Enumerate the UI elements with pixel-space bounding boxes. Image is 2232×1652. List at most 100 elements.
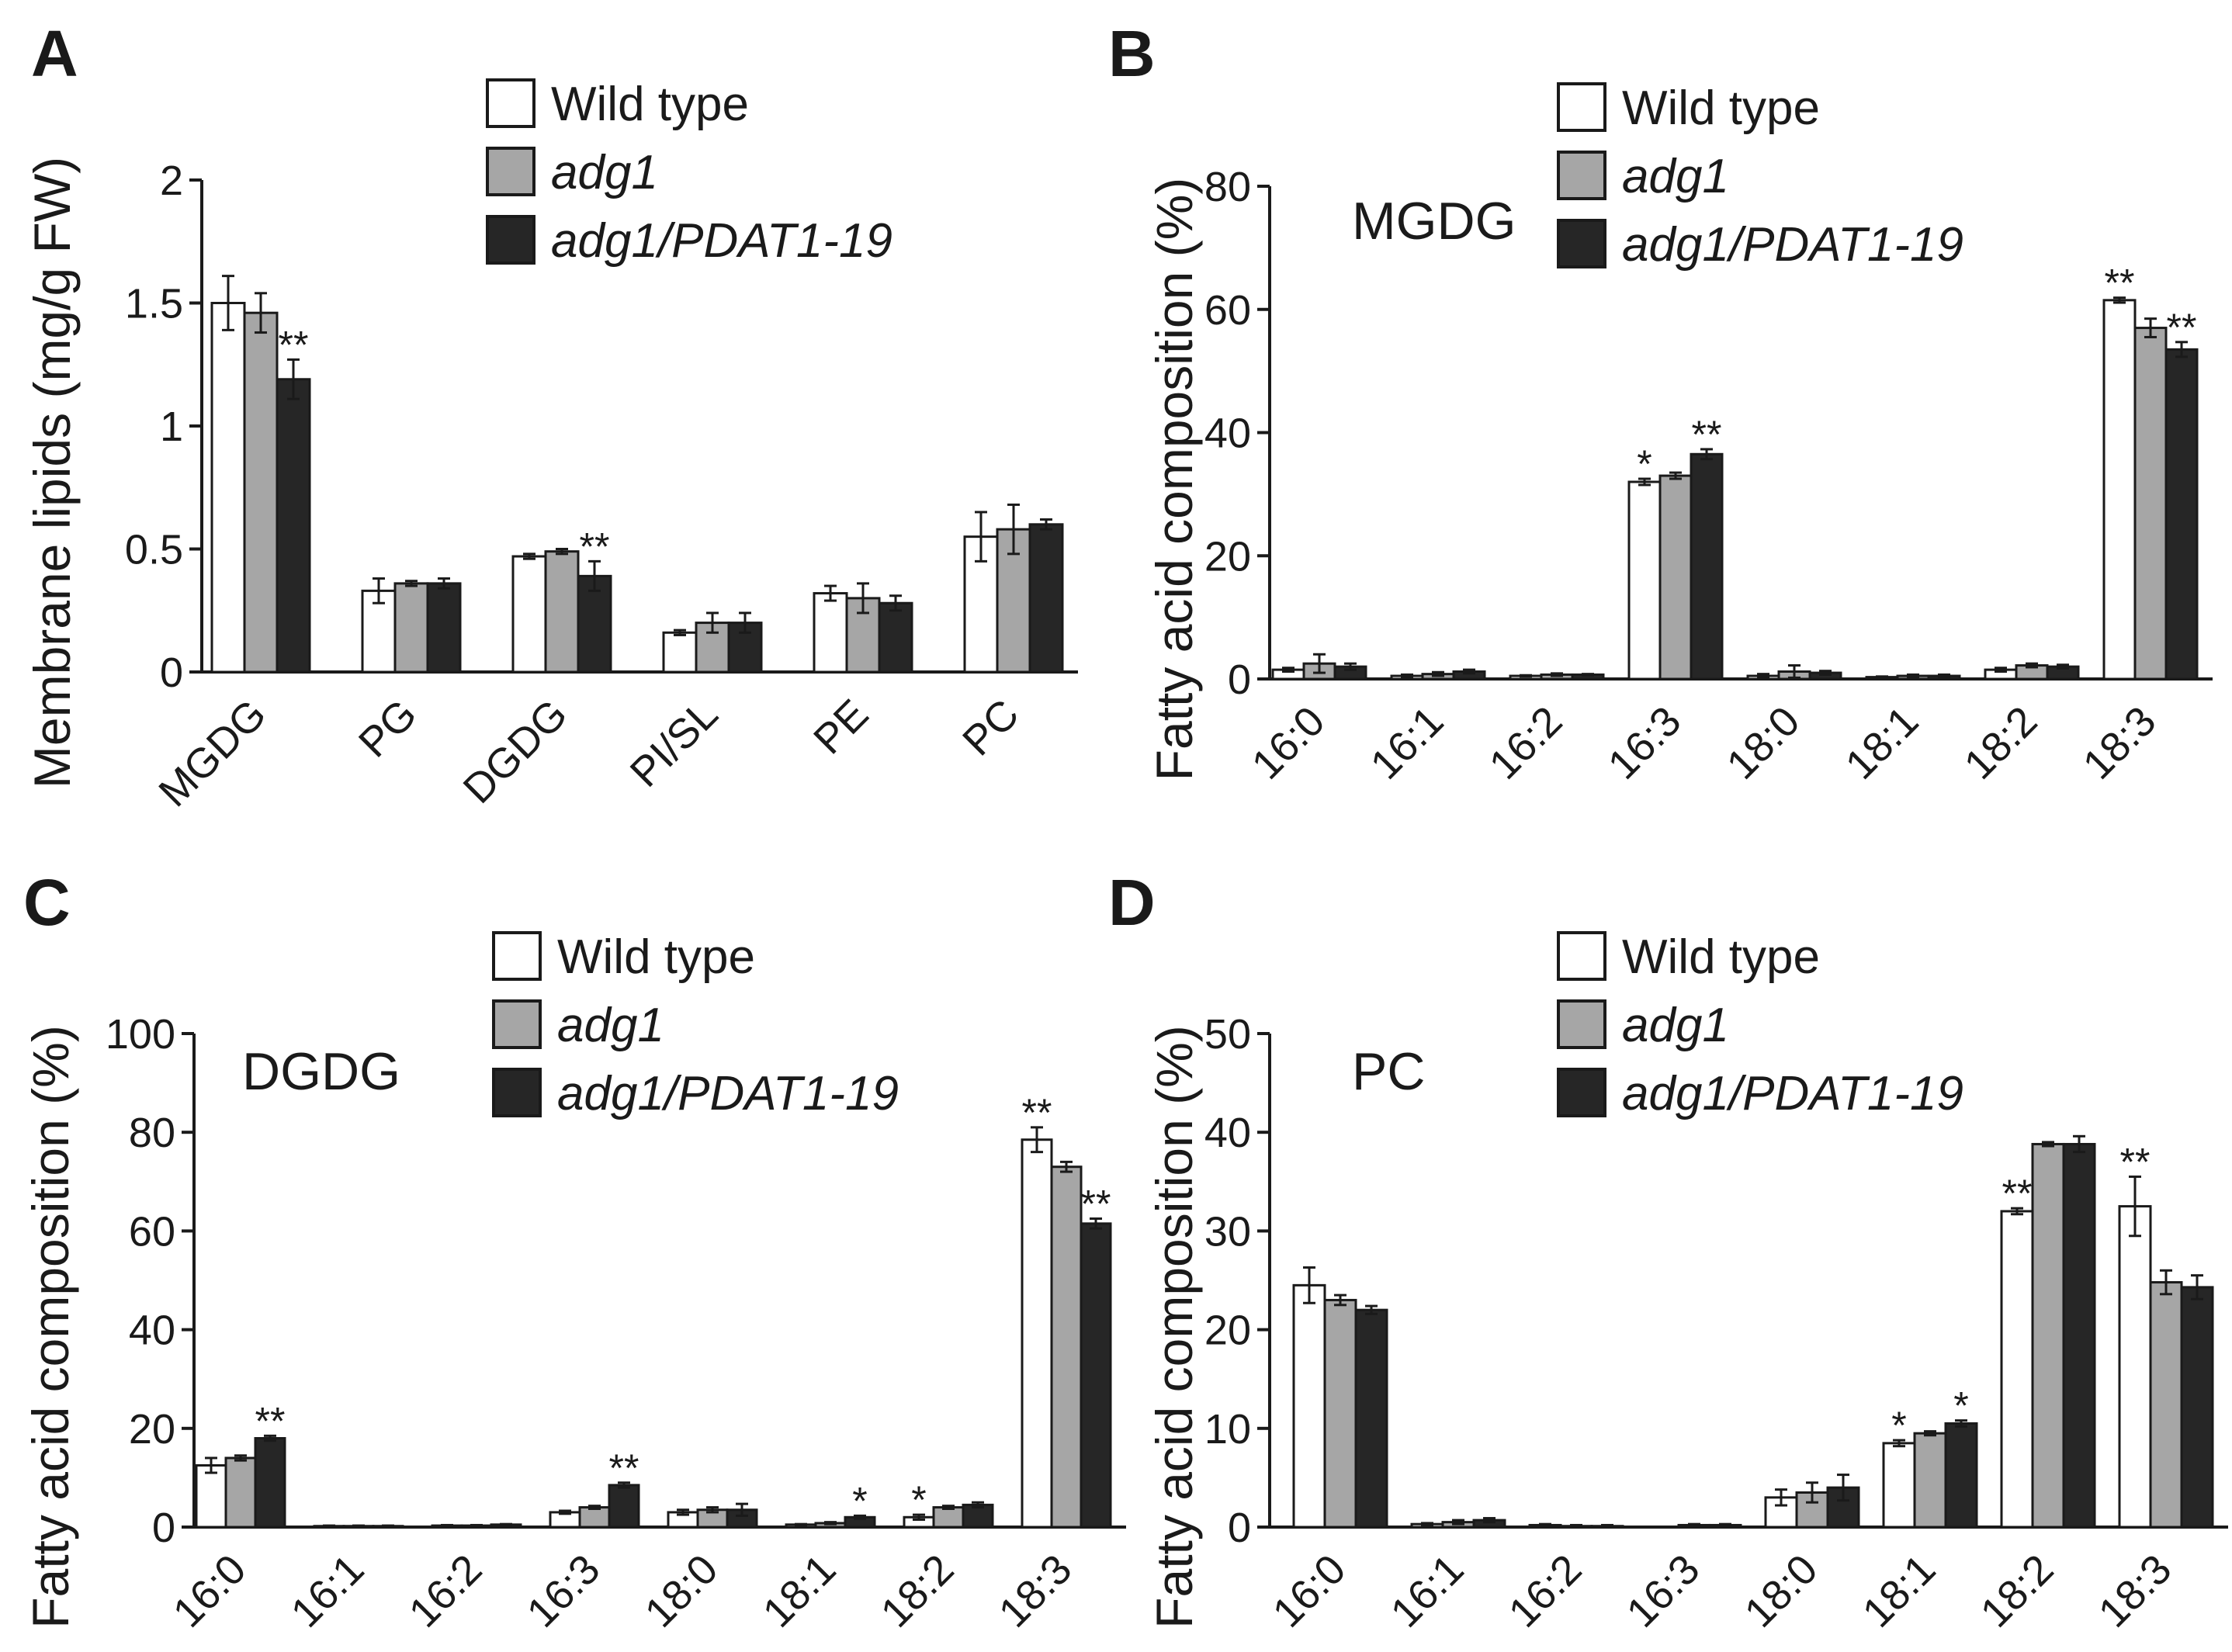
y-tick-label: 1.5 <box>125 281 183 327</box>
y-tick-label: 0 <box>152 1505 175 1551</box>
bar <box>1690 452 1724 681</box>
bar <box>544 550 580 674</box>
significance-marker: ** <box>580 525 610 568</box>
legend-label: Wild type <box>551 78 749 131</box>
significance-marker: ** <box>1692 413 1722 456</box>
bar <box>1028 523 1064 674</box>
bar <box>577 574 612 674</box>
legend-swatch <box>1557 1068 1606 1117</box>
bar <box>276 378 311 674</box>
legend-label: adg1/PDAT1-19 <box>1622 218 1963 272</box>
inset-title: DGDG <box>242 1042 400 1101</box>
bar <box>578 1506 611 1529</box>
bar <box>1354 1308 1388 1529</box>
y-tick-label: 0 <box>1228 656 1251 703</box>
significance-marker: * <box>1891 1404 1906 1447</box>
y-tick-label: 0 <box>1228 1505 1251 1551</box>
bar <box>426 582 462 674</box>
legend-swatch <box>1557 82 1606 132</box>
significance-marker: ** <box>1081 1183 1111 1226</box>
bar <box>393 582 429 674</box>
bar <box>1292 1283 1326 1529</box>
bar <box>2000 1210 2034 1529</box>
y-tick-label: 40 <box>1204 410 1251 457</box>
bar <box>1944 1422 1978 1529</box>
panel-c: C 0 20 40 60 80 100 Fatty acid composition (%) D… <box>22 866 1126 1636</box>
inset-title: MGDG <box>1352 192 1516 251</box>
bar <box>195 1464 227 1529</box>
y-tick-label: 2 <box>160 158 183 204</box>
legend-label: adg1/PDAT1-19 <box>551 214 892 268</box>
bar <box>2133 327 2168 681</box>
y-axis-title: Membrane lipids (mg/g FW) <box>23 157 81 788</box>
significance-marker: ** <box>2105 261 2135 305</box>
legend-swatch <box>492 999 542 1049</box>
legend-label: adg1 <box>557 999 664 1052</box>
legend-label: Wild type <box>1622 930 1820 984</box>
bar <box>254 1437 286 1529</box>
significance-marker: ** <box>255 1399 286 1442</box>
y-tick-label: 1 <box>160 403 183 450</box>
y-tick-label: 80 <box>129 1110 175 1156</box>
legend-swatch <box>486 215 535 265</box>
bar <box>511 555 547 674</box>
bar <box>2149 1281 2183 1529</box>
bar <box>813 592 848 674</box>
y-tick-label: 20 <box>1204 1307 1251 1354</box>
y-tick-label: 80 <box>1204 164 1251 210</box>
bar <box>2062 1142 2096 1529</box>
legend-swatch <box>1557 999 1606 1049</box>
significance-marker: * <box>852 1479 867 1522</box>
legend-swatch <box>486 147 535 196</box>
significance-marker: ** <box>2002 1172 2033 1215</box>
significance-marker: * <box>1637 442 1651 486</box>
legend-label: adg1 <box>1622 999 1729 1052</box>
bar <box>1021 1138 1053 1529</box>
significance-marker: ** <box>2120 1140 2151 1183</box>
y-tick-label: 0 <box>160 649 183 696</box>
legend-label: Wild type <box>557 930 755 984</box>
y-tick-label: 60 <box>129 1208 175 1255</box>
y-axis-title: Fatty acid composition (%) <box>1145 178 1203 781</box>
bar <box>2118 1205 2152 1529</box>
bar <box>2164 348 2199 681</box>
bar <box>932 1506 965 1529</box>
y-tick-label: 10 <box>1204 1406 1251 1453</box>
bar <box>878 601 913 674</box>
panel-label: A <box>31 17 78 90</box>
panel-label: D <box>1108 866 1156 939</box>
bar <box>210 302 246 674</box>
legend-label: adg1/PDAT1-19 <box>557 1067 899 1120</box>
y-axis-title: Fatty acid composition (%) <box>22 1025 79 1629</box>
significance-marker: * <box>1953 1384 1968 1428</box>
significance-marker: ** <box>609 1446 639 1490</box>
y-axis-title: Fatty acid composition (%) <box>1145 1025 1203 1629</box>
legend-swatch <box>1557 931 1606 981</box>
bar <box>1627 480 1662 681</box>
panel-label: B <box>1108 17 1156 90</box>
bar <box>1658 474 1693 681</box>
bar <box>1050 1165 1083 1529</box>
legend-swatch <box>492 931 542 981</box>
legend-swatch <box>1557 219 1606 268</box>
legend-swatch <box>486 78 535 128</box>
bar <box>1913 1432 1947 1529</box>
bar <box>361 589 397 674</box>
y-tick-label: 30 <box>1204 1208 1251 1255</box>
bar <box>608 1484 640 1529</box>
legend-label: adg1 <box>1622 150 1729 203</box>
y-tick-label: 20 <box>129 1406 175 1453</box>
bar <box>243 311 279 674</box>
bar <box>2031 1142 2065 1529</box>
y-tick-label: 60 <box>1204 287 1251 334</box>
y-tick-label: 50 <box>1204 1011 1251 1058</box>
inset-title: PC <box>1352 1042 1425 1101</box>
panel-label: C <box>23 866 71 939</box>
bar <box>662 631 698 674</box>
significance-marker: ** <box>2167 306 2197 349</box>
legend-label: adg1 <box>551 146 658 199</box>
bar <box>1080 1222 1112 1529</box>
legend-label: Wild type <box>1622 81 1820 135</box>
